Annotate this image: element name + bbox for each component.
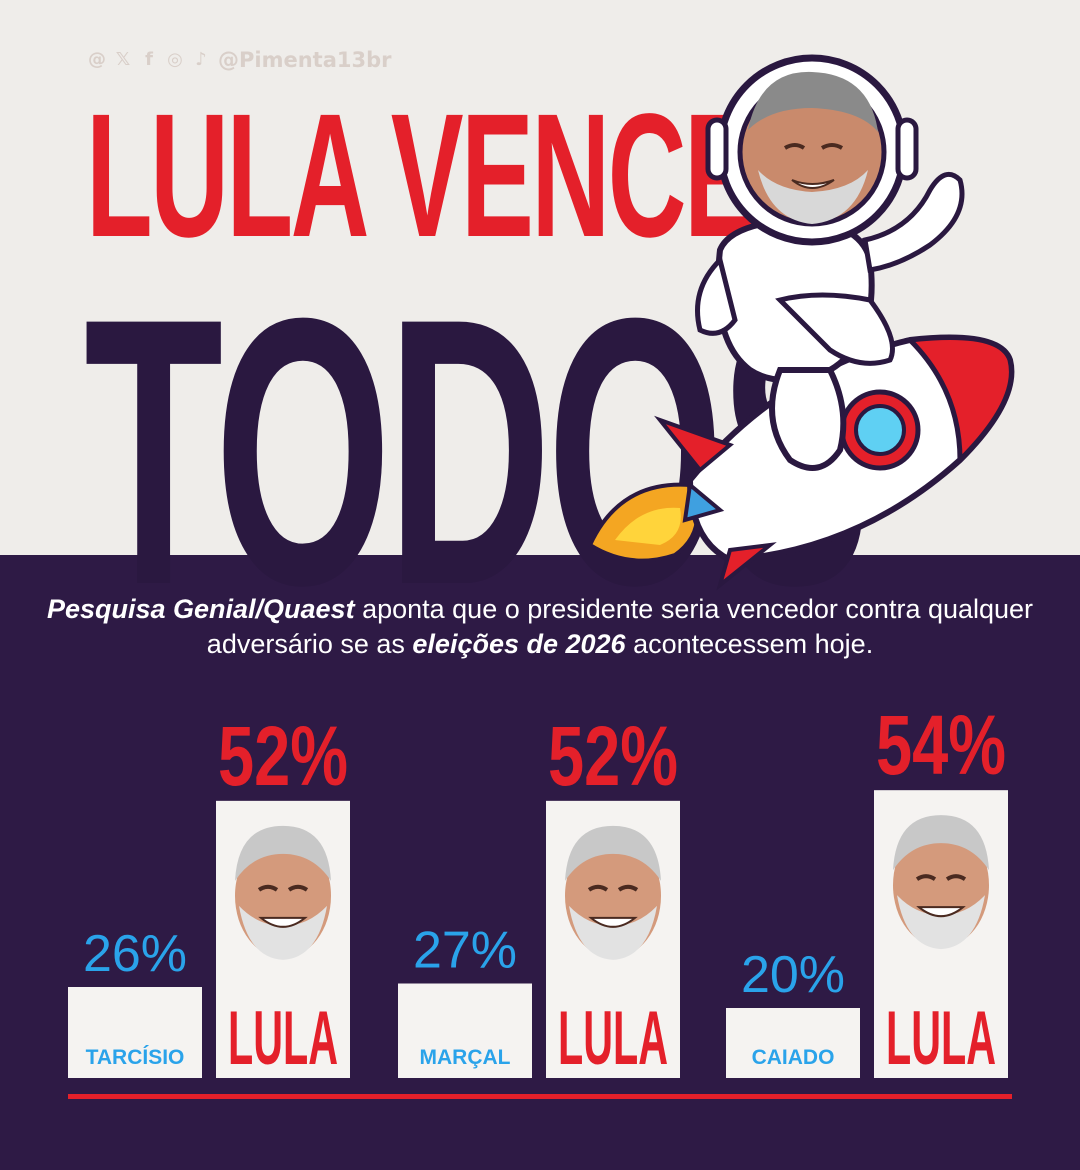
lula-face-photo — [893, 815, 989, 950]
description-body: aponta que o presidente seria vencedor c… — [206, 594, 1034, 659]
opponent-value-label: 20% — [741, 946, 845, 1004]
social-handle-row: @ 𝕏 f ◎ ♪ @Pimenta13br — [88, 48, 392, 72]
opponent-bar — [726, 1008, 860, 1078]
opponent-value-label: 26% — [83, 925, 187, 983]
lula-face-photo — [235, 825, 331, 960]
opponent-name-label: CAIADO — [752, 1046, 835, 1069]
headline-line1: LULA VENCE — [86, 78, 757, 274]
opponent-name-label: MARÇAL — [420, 1046, 511, 1069]
chart-baseline — [68, 1094, 1012, 1099]
description-highlight: eleições de 2026 — [412, 629, 626, 659]
description-end: acontecessem hoje. — [625, 629, 874, 659]
helmet-face-photo — [737, 71, 887, 227]
lula-value-label: 52% — [548, 709, 678, 803]
x-icon: 𝕏 — [115, 49, 131, 70]
description-source: Pesquisa Genial/Quaest — [46, 594, 355, 624]
facebook-icon: f — [145, 49, 153, 70]
lula-face-photo — [565, 825, 661, 960]
opponent-value-label: 27% — [413, 922, 517, 980]
description-text: Pesquisa Genial/Quaest aponta que o pres… — [20, 592, 1060, 662]
tiktok-icon: ♪ — [195, 49, 207, 70]
lula-name-label: LULA — [228, 996, 338, 1081]
lula-name-label: LULA — [558, 996, 668, 1081]
lula-value-label: 54% — [876, 698, 1006, 792]
opponent-name-label: TARCÍSIO — [86, 1046, 185, 1069]
opponent-bar — [68, 987, 202, 1078]
instagram-icon: ◎ — [167, 49, 183, 70]
lula-value-label: 52% — [218, 709, 348, 803]
threads-icon: @ — [88, 49, 106, 70]
astronaut-rocket-illustration — [587, 54, 1015, 591]
lula-name-label: LULA — [886, 996, 996, 1081]
opponent-bar — [398, 983, 532, 1078]
handle-text: @Pimenta13br — [218, 48, 392, 72]
